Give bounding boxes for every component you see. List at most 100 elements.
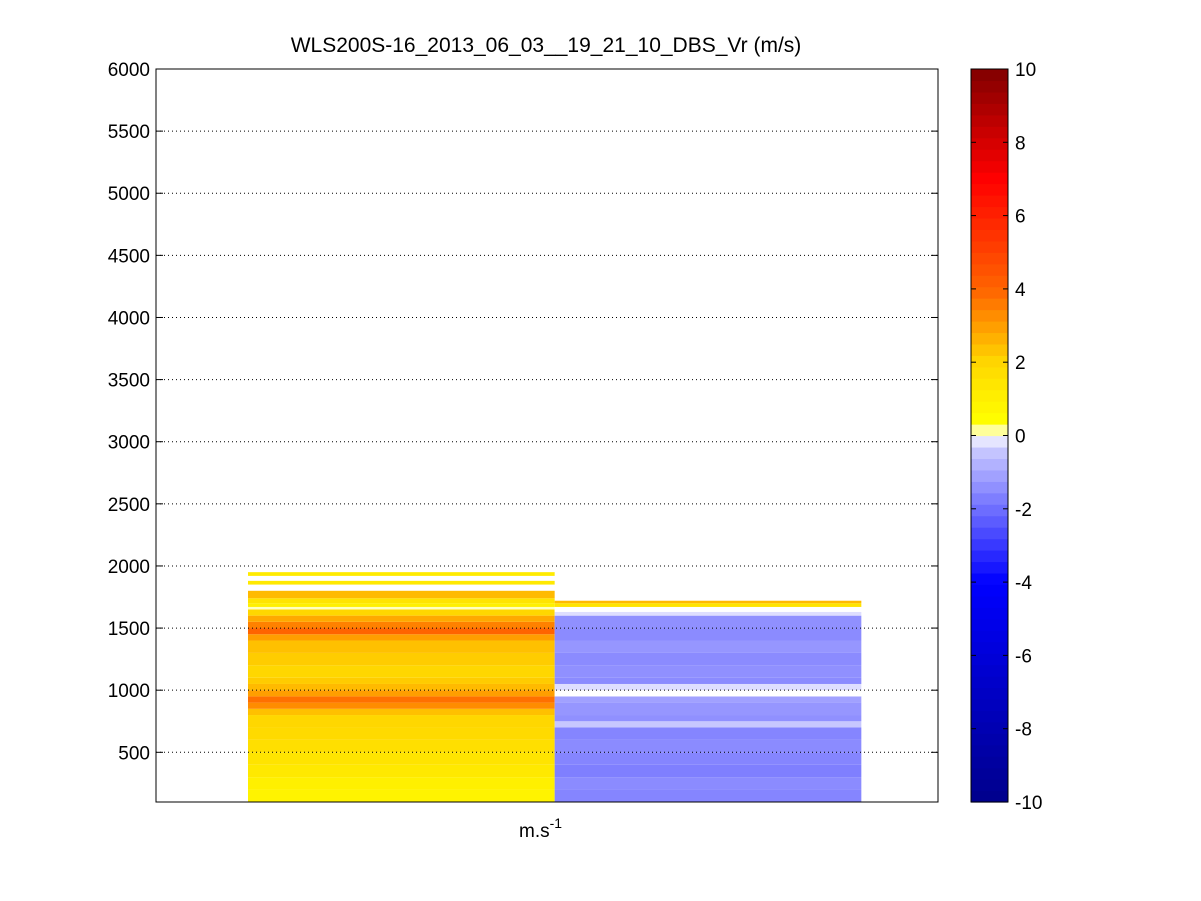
heatmap-cell-c0-r4 [248, 739, 555, 753]
colorbar-segment-9 [971, 687, 1008, 700]
colorbar-segment-24 [971, 515, 1008, 528]
heatmap-cell-c1-r14 [554, 652, 862, 666]
heatmap-cell-c0-r21 [248, 606, 555, 610]
colorbar-segment-57 [971, 137, 1008, 150]
colorbar-tick-label-4: 4 [1015, 280, 1026, 301]
colorbar-segment-42 [971, 309, 1008, 322]
heatmap-cell-c0-r24 [248, 590, 555, 599]
colorbar-segment-37 [971, 366, 1008, 379]
colorbar-tick-label--6: -6 [1015, 646, 1032, 667]
heatmap-cell-c1-r7 [554, 715, 862, 722]
colorbar-segment-46 [971, 263, 1008, 276]
heatmap-cell-c1-r12 [554, 677, 862, 684]
heatmap-cells [248, 572, 862, 802]
heatmap-cell-c0-r14 [248, 652, 555, 666]
y-tick-label-6000: 6000 [108, 60, 150, 81]
colorbar-segment-34 [971, 401, 1008, 414]
colorbar-segment-58 [971, 126, 1008, 139]
colorbar-segment-36 [971, 378, 1008, 391]
y-tick-label-500: 500 [118, 743, 150, 764]
y-tick-label-3000: 3000 [108, 433, 150, 454]
heatmap-cell-c0-r2 [248, 764, 555, 778]
colorbar-segment-28 [971, 469, 1008, 482]
colorbar-segment-22 [971, 538, 1008, 551]
colorbar-segment-23 [971, 527, 1008, 540]
heatmap-cell-c0-r17 [248, 628, 555, 635]
colorbar-segment-59 [971, 114, 1008, 127]
heatmap-cell-c0-r9 [248, 696, 555, 703]
heatmap-cell-c0-r26 [248, 572, 555, 576]
y-tick-label-4000: 4000 [108, 308, 150, 329]
colorbar-segment-48 [971, 240, 1008, 253]
colorbar-segment-63 [971, 69, 1008, 82]
colorbar-segment-27 [971, 481, 1008, 494]
colorbar-segment-8 [971, 698, 1008, 711]
colorbar-segment-49 [971, 229, 1008, 242]
colorbar-segment-60 [971, 103, 1008, 116]
colorbar-segment-1 [971, 779, 1008, 792]
colorbar-segment-0 [971, 790, 1008, 803]
colorbar-segment-31 [971, 435, 1008, 448]
y-tick-label-3500: 3500 [108, 371, 150, 392]
heatmap-cell-c1-r5 [554, 727, 862, 740]
colorbar-segment-29 [971, 458, 1008, 471]
heatmap-cell-c1-r2 [554, 764, 862, 778]
heatmap-cell-c1-r1 [554, 777, 862, 790]
heatmap-cell-c0-r7 [248, 708, 555, 716]
heatmap-cell-c1-r10 [554, 690, 862, 697]
heatmap-cell-c0-r11 [248, 683, 555, 691]
heatmap-cell-c0-r8 [248, 702, 555, 709]
heatmap-cell-c0-r20 [248, 609, 555, 616]
colorbar-segment-16 [971, 607, 1008, 620]
heatmap-cell-c0-r6 [248, 715, 555, 728]
colorbar-segment-26 [971, 492, 1008, 505]
colorbar-tick-label--4: -4 [1015, 573, 1032, 594]
heatmap-cell-c0-r0 [248, 789, 555, 802]
y-axis: 500 1000 1500 2000 2500 3000 3500 4000 4500 5000 5… [108, 60, 938, 764]
colorbar-segment-43 [971, 298, 1008, 311]
heatmap-cell-c0-r22 [248, 603, 555, 607]
colorbar-segment-3 [971, 756, 1008, 769]
colorbar-segment-13 [971, 641, 1008, 654]
colorbar-segment-55 [971, 160, 1008, 173]
colorbar-segment-25 [971, 504, 1008, 517]
colorbar-segment-12 [971, 653, 1008, 666]
heatmap-cell-c1-r9 [554, 696, 862, 703]
colorbar-tick-label--2: -2 [1015, 500, 1032, 521]
heatmap-cell-c1-r8 [554, 702, 862, 716]
colorbar-segment-51 [971, 206, 1008, 219]
y-tick-label-5000: 5000 [108, 184, 150, 205]
colorbar-segment-21 [971, 550, 1008, 563]
heatmap-cell-c0-r18 [248, 621, 555, 629]
colorbar-segment-18 [971, 584, 1008, 597]
y-tick-label-5500: 5500 [108, 122, 150, 143]
heatmap-cell-c1-r6 [554, 721, 862, 728]
heatmap-cell-c0-r19 [248, 615, 555, 622]
colorbar-segment-2 [971, 767, 1008, 780]
y-tick-label-1000: 1000 [108, 681, 150, 702]
chart-title: WLS200S-16_2013_06_03__19_21_10_DBS_Vr (… [291, 34, 802, 57]
colorbar-tick-label-8: 8 [1015, 133, 1026, 154]
colorbar-segment-10 [971, 676, 1008, 689]
heatmap-cell-c0-r1 [248, 777, 555, 790]
y-tick-label-2500: 2500 [108, 495, 150, 516]
colorbar-segment-35 [971, 389, 1008, 402]
plot-frame [155, 68, 939, 803]
heatmap-cell-c0-r16 [248, 634, 555, 641]
colorbar-segment-11 [971, 664, 1008, 677]
colorbar-segment-20 [971, 561, 1008, 574]
colorbar [971, 69, 1008, 803]
x-axis-label: m.s-1 [519, 815, 562, 842]
colorbar-segment-50 [971, 217, 1008, 230]
colorbar-segment-4 [971, 744, 1008, 757]
heatmap-cell-c1-r17 [554, 615, 862, 629]
heatmap-cell-c1-r15 [554, 640, 862, 653]
heatmap-cell-c1-r18 [554, 611, 862, 616]
colorbar-segment-19 [971, 572, 1008, 585]
colorbar-segment-45 [971, 275, 1008, 288]
colorbar-segment-14 [971, 630, 1008, 643]
heatmap-cell-c1-r13 [554, 665, 862, 678]
colorbar-tick-label-0: 0 [1015, 427, 1026, 448]
colorbar-tick-label--8: -8 [1015, 720, 1032, 741]
